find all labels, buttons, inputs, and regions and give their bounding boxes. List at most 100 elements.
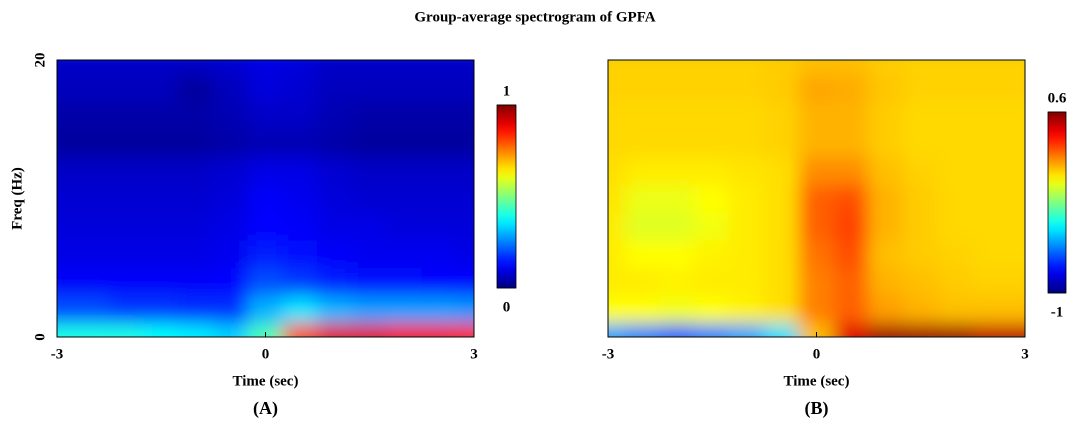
heatmap-cell — [143, 211, 180, 241]
heatmap-cell — [608, 101, 626, 130]
heatmap-cell — [212, 156, 249, 186]
heatmap-cell — [694, 294, 731, 324]
heatmap-cell — [1007, 267, 1025, 296]
heatmap-cell — [178, 211, 214, 241]
heatmap-cell — [178, 184, 214, 213]
heatmap-cell — [317, 267, 353, 296]
heatmap-cell — [868, 239, 904, 269]
heatmap-cell — [972, 156, 1009, 186]
heatmap-cell — [659, 184, 696, 213]
heatmap-cell — [624, 60, 661, 75]
heatmap-cell — [178, 156, 214, 186]
heatmap-cell — [798, 294, 835, 324]
heatmap-cell — [833, 156, 870, 186]
heatmap-cell — [624, 211, 661, 241]
heatmap-cell — [798, 267, 835, 296]
heatmap-cell — [351, 322, 388, 337]
heatmap-cell — [178, 128, 214, 158]
heatmap-cell — [729, 322, 765, 337]
heatmap-cell — [282, 267, 319, 296]
heatmap-cell — [421, 101, 458, 130]
heatmap-cell — [694, 101, 731, 130]
heatmap-cell — [798, 211, 835, 241]
heatmap-cell — [73, 184, 110, 213]
heatmap-cell — [351, 128, 388, 158]
heatmap-cell — [798, 239, 835, 269]
heatmap-cell — [902, 239, 939, 269]
heatmap-cell — [73, 60, 110, 75]
heatmap-cell — [247, 156, 284, 186]
y-tick-label: 0 — [32, 333, 48, 341]
heatmap-cell — [456, 322, 474, 337]
heatmap-cell — [798, 60, 835, 75]
heatmap-cell — [902, 60, 939, 75]
heatmap-cell — [57, 239, 75, 269]
heatmap-cell — [624, 239, 661, 269]
heatmap-cell — [763, 211, 800, 241]
heatmap-cell — [421, 128, 458, 158]
colorbar-tick-label: 0 — [503, 299, 511, 315]
heatmap-cell — [659, 211, 696, 241]
heatmap-cell — [937, 73, 974, 103]
heatmap-cell — [212, 267, 249, 296]
heatmap-cell — [1007, 60, 1025, 75]
heatmap-cell — [386, 322, 423, 337]
heatmap-cell — [57, 267, 75, 296]
heatmap-cell — [317, 239, 353, 269]
heatmap-cell — [1007, 239, 1025, 269]
heatmap-cell — [763, 294, 800, 324]
heatmap-cell — [763, 267, 800, 296]
heatmap-cell — [624, 101, 661, 130]
heatmap-cell — [108, 101, 145, 130]
heatmap-cell — [178, 322, 214, 337]
heatmap-cell — [247, 128, 284, 158]
heatmap-cell — [608, 239, 626, 269]
heatmap-cell — [694, 322, 731, 337]
heatmap-cell — [212, 211, 249, 241]
heatmap-cell — [421, 73, 458, 103]
heatmap-cell — [798, 73, 835, 103]
heatmap-cell — [282, 184, 319, 213]
panel-label: (A) — [253, 398, 278, 419]
heatmap-cell — [386, 267, 423, 296]
heatmap-cell — [729, 73, 765, 103]
heatmap-cell — [937, 184, 974, 213]
heatmap-cell — [421, 60, 458, 75]
heatmap-cell — [421, 184, 458, 213]
heatmap-cell — [73, 211, 110, 241]
heatmap-cell — [178, 60, 214, 75]
heatmap-cell — [386, 239, 423, 269]
heatmap-cell — [108, 267, 145, 296]
heatmap-cell — [386, 184, 423, 213]
heatmap-cell — [902, 267, 939, 296]
x-tick-label: 3 — [1021, 346, 1029, 362]
heatmap-cell — [386, 101, 423, 130]
heatmap-cell — [902, 101, 939, 130]
heatmap-cell — [351, 184, 388, 213]
heatmap-cell — [351, 60, 388, 75]
heatmap-cell — [729, 184, 765, 213]
heatmap-cell — [608, 60, 626, 75]
heatmap-cell — [868, 184, 904, 213]
heatmap-cell — [694, 73, 731, 103]
heatmap-cell — [143, 128, 180, 158]
heatmap-cell — [902, 322, 939, 337]
heatmap-cell — [763, 128, 800, 158]
heatmap-cell — [108, 73, 145, 103]
heatmap-cell — [57, 211, 75, 241]
heatmap-cell — [833, 267, 870, 296]
heatmap-cell — [902, 184, 939, 213]
x-axis-label: Time (sec) — [233, 373, 299, 389]
heatmap-cell — [763, 184, 800, 213]
heatmap-cell — [659, 60, 696, 75]
heatmap-cell — [972, 101, 1009, 130]
heatmap-cell — [247, 211, 284, 241]
heatmap-cell — [143, 267, 180, 296]
heatmap-cell — [282, 211, 319, 241]
heatmap-cell — [456, 239, 474, 269]
heatmap-cell — [212, 73, 249, 103]
heatmap-cell — [143, 184, 180, 213]
colorbar-tick-label: -1 — [1051, 304, 1064, 320]
heatmap-cell — [729, 239, 765, 269]
heatmap-cell — [833, 322, 870, 337]
